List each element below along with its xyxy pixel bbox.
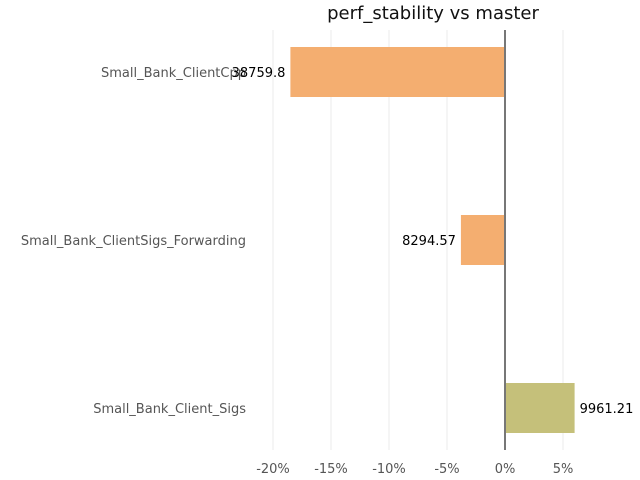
bar-0 — [290, 47, 505, 97]
x-tick-label-3: -5% — [434, 462, 459, 477]
x-tick-label-4: 0% — [495, 462, 516, 477]
category-label-2: Small_Bank_Client_Sigs — [93, 402, 246, 417]
category-label-1: Small_Bank_ClientSigs_Forwarding — [21, 234, 246, 249]
bar-2 — [505, 383, 575, 433]
data-label-0: 38759.8 — [232, 66, 286, 81]
x-tick-label-1: -15% — [314, 462, 348, 477]
category-labels: Small_Bank_ClientCpp Small_Bank_ClientSig… — [21, 66, 246, 417]
bars — [290, 47, 575, 433]
category-label-0: Small_Bank_ClientCpp — [101, 66, 246, 81]
x-tick-label-5: 5% — [553, 462, 574, 477]
bar-1 — [460, 215, 505, 265]
x-tick-label-2: -10% — [372, 462, 406, 477]
data-label-2: 9961.21 — [580, 402, 634, 417]
data-labels: 38759.8 8294.57 9961.21 — [232, 66, 634, 417]
data-label-1: 8294.57 — [402, 234, 456, 249]
x-tick-label-0: -20% — [256, 462, 290, 477]
chart-title: perf_stability vs master — [327, 3, 539, 24]
x-tick-labels: -20% -15% -10% -5% 0% 5% — [256, 462, 573, 477]
